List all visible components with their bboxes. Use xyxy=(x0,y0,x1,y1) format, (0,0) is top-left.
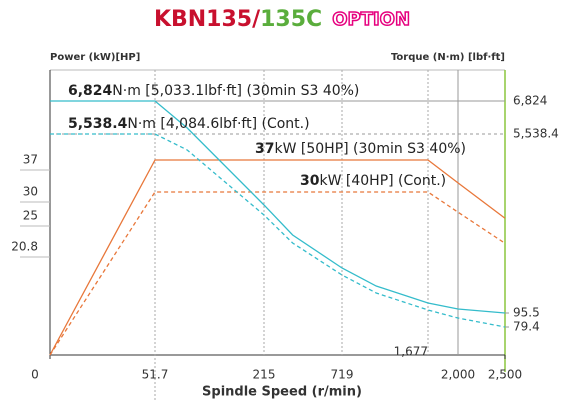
title-part: OPTION xyxy=(332,9,410,30)
y2-tick-label: 95.5 xyxy=(513,306,540,320)
y-tick-label: 37 xyxy=(23,153,38,167)
x-axis-title: Spindle Speed (r/min) xyxy=(202,385,362,400)
y2-tick-label: 6,824 xyxy=(513,94,547,108)
annotation: 30kW [40HP] (Cont.) xyxy=(300,173,446,189)
annotation-text: N·m [5,033.1lbf·ft] (30min S3 40%) xyxy=(112,83,359,99)
y-tick-label: 20.8 xyxy=(11,240,38,254)
series-line xyxy=(50,100,506,314)
series-line xyxy=(49,191,506,356)
annotation-bold: 37 xyxy=(255,141,274,157)
x-tick-label: 1,677 xyxy=(394,345,428,359)
x-tick-label: 0 xyxy=(31,368,39,382)
annotation: 5,538.4N·m [4,084.6lbf·ft] (Cont.) xyxy=(68,116,310,132)
y2-tick-label: 5,538.4 xyxy=(513,127,559,141)
y2-axis-title: Torque (N·m) [lbf·ft] xyxy=(391,52,505,63)
annotation: 6,824N·m [5,033.1lbf·ft] (30min S3 40%) xyxy=(68,83,359,99)
annotation-bold: 6,824 xyxy=(68,83,113,99)
annotation-bold: 30 xyxy=(300,173,320,189)
title-part: KBN135/ xyxy=(154,7,261,32)
annotation-bold: 5,538.4 xyxy=(68,116,128,132)
series-line xyxy=(50,133,506,328)
x-tick-label: 719 xyxy=(331,368,354,382)
chart-title: KBN135/135C OPTION xyxy=(154,7,410,32)
x-tick-label: 215 xyxy=(253,368,276,382)
annotation-text: kW [40HP] (Cont.) xyxy=(319,173,446,189)
x-tick-label: 51.7 xyxy=(142,368,169,382)
series-line xyxy=(49,159,506,356)
x-tick-label: 2,000 xyxy=(441,368,475,382)
annotation-text: N·m [4,084.6lbf·ft] (Cont.) xyxy=(127,116,309,132)
annotation: 37kW [50HP] (30min S3 40%) xyxy=(255,141,466,157)
y-tick-label: 30 xyxy=(23,185,38,199)
x-tick-label: 2,500 xyxy=(488,368,522,382)
annotation-text: kW [50HP] (30min S3 40%) xyxy=(274,141,466,157)
y2-tick-label: 79.4 xyxy=(513,320,540,334)
y-tick-label: 25 xyxy=(23,209,38,223)
title-part: 135C xyxy=(260,7,322,32)
y-axis-title: Power (kW)[HP] xyxy=(50,52,140,63)
